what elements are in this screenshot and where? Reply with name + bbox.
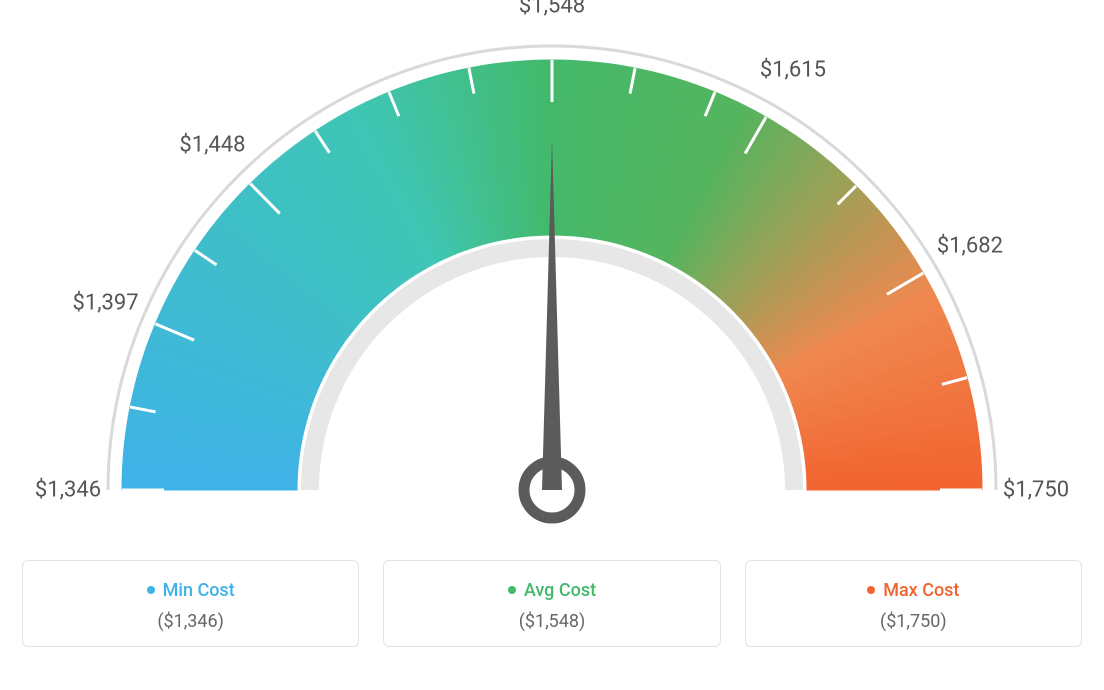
gauge-tick-label: $1,750: [1003, 478, 1069, 503]
gauge-svg: [22, 20, 1082, 540]
legend-card-min: Min Cost ($1,346): [22, 560, 359, 647]
legend-label-min: Min Cost: [163, 580, 235, 601]
legend-label-max: Max Cost: [883, 580, 959, 601]
gauge-tick-label: $1,397: [72, 291, 138, 316]
legend-value-avg: ($1,548): [396, 611, 707, 632]
gauge-tick-label: $1,346: [35, 478, 101, 503]
legend-card-avg: Avg Cost ($1,548): [383, 560, 720, 647]
legend-value-max: ($1,750): [758, 611, 1069, 632]
legend-dot-avg: [508, 586, 516, 594]
legend-label-avg: Avg Cost: [524, 580, 596, 601]
legend-title-min: Min Cost: [147, 580, 235, 601]
legend-title-max: Max Cost: [867, 580, 959, 601]
legend-card-max: Max Cost ($1,750): [745, 560, 1082, 647]
gauge-tick-label: $1,448: [179, 133, 245, 158]
legend-dot-max: [867, 586, 875, 594]
gauge-tick-label: $1,615: [760, 58, 826, 83]
legend-dot-min: [147, 586, 155, 594]
legend-row: Min Cost ($1,346) Avg Cost ($1,548) Max …: [22, 560, 1082, 647]
gauge-tick-label: $1,548: [519, 0, 585, 19]
gauge-tick-label: $1,682: [937, 233, 1003, 258]
gauge-chart: $1,346$1,397$1,448$1,548$1,615$1,682$1,7…: [22, 20, 1082, 540]
legend-title-avg: Avg Cost: [508, 580, 596, 601]
legend-value-min: ($1,346): [35, 611, 346, 632]
